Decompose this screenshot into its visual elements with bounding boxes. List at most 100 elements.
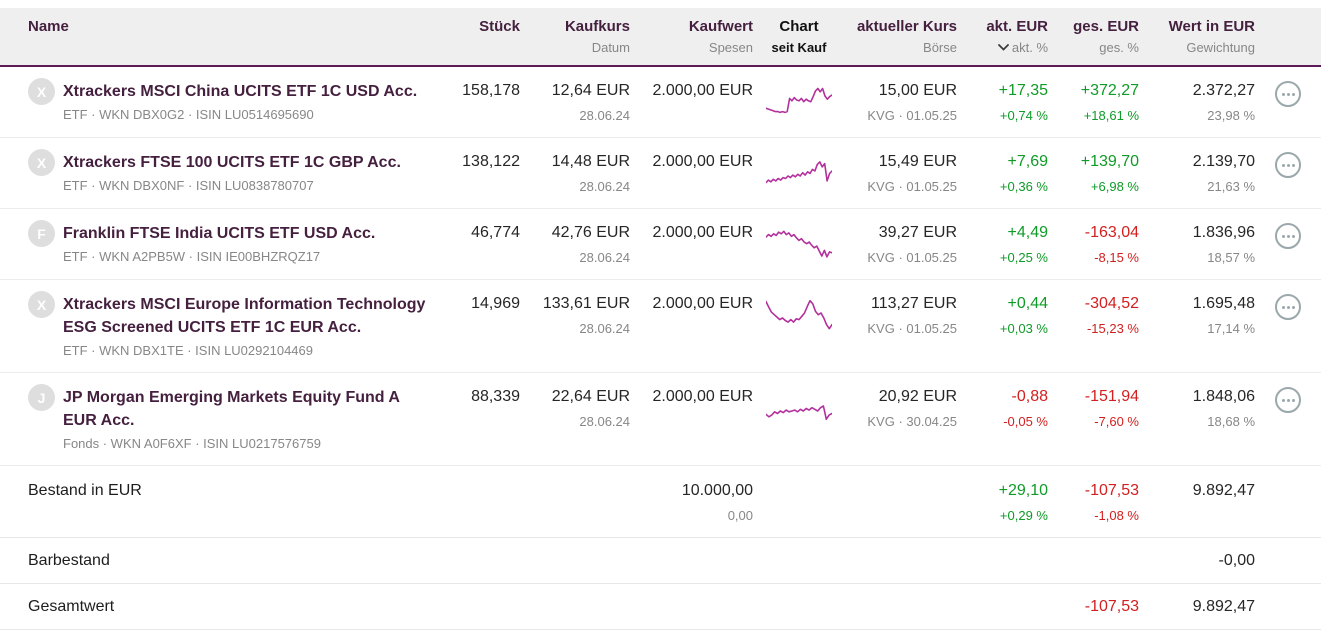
barbestand-wert: -0,00 [1218, 552, 1255, 569]
bestand-spesen: 0,00 [727, 508, 753, 523]
position-row[interactable]: J JP Morgan Emerging Markets Equity Fund… [0, 373, 1321, 466]
wert-value: 1.848,06 [1192, 388, 1255, 405]
ges-pct-value: +6,98 % [1090, 179, 1139, 194]
stueck-value: 158,178 [462, 82, 520, 99]
col-header-kaufwert[interactable]: Kaufwert Spesen [688, 18, 753, 55]
position-isin: ETF · WKN DBX0NF · ISIN LU0838780707 [63, 178, 314, 193]
col-header-ges-eur[interactable]: ges. EUR ges. % [1073, 18, 1139, 55]
position-row[interactable]: X Xtrackers MSCI Europe Information Tech… [0, 280, 1321, 373]
position-name[interactable]: JP Morgan Emerging Markets Equity Fund A… [63, 389, 400, 429]
row-menu-button[interactable] [1275, 223, 1301, 249]
akt-pct-value: -0,05 % [1003, 414, 1048, 429]
kaufkurs-value: 22,64 EUR [551, 388, 630, 405]
wert-value: 1.836,96 [1192, 224, 1255, 241]
col-name-label: Name [28, 18, 69, 35]
position-isin: ETF · WKN A2PB5W · ISIN IE00BHZRQZ17 [63, 249, 321, 264]
bestand-akt-pct: +0,29 % [999, 508, 1048, 523]
gewichtung-value: 21,63 % [1207, 179, 1255, 194]
position-name[interactable]: Franklin FTSE India UCITS ETF USD Acc. [63, 225, 376, 242]
summary-label: Gesamtwert [28, 598, 115, 615]
position-name[interactable]: Xtrackers MSCI Europe Information Techno… [63, 296, 426, 336]
akt-eur-value: +17,35 [998, 82, 1048, 99]
position-row[interactable]: X Xtrackers MSCI China UCITS ETF 1C USD … [0, 67, 1321, 138]
kaufkurs-value: 14,48 EUR [551, 153, 630, 170]
col-header-aktueller-kurs[interactable]: aktueller Kurs Börse [856, 18, 957, 55]
ges-pct-value: -7,60 % [1094, 414, 1139, 429]
wert-value: 2.372,27 [1192, 82, 1255, 99]
sparkline-chart [766, 161, 832, 184]
gewichtung-value: 18,68 % [1207, 414, 1255, 429]
sparkline-chart [766, 405, 832, 421]
position-isin: Fonds · WKN A0F6XF · ISIN LU0217576759 [63, 436, 321, 451]
kaufkurs-value: 133,61 EUR [542, 295, 630, 312]
summary-row-barbestand: Barbestand -0,00 [0, 538, 1321, 584]
ges-eur-value: +372,27 [1080, 82, 1139, 99]
boerse-info: KVG · 01.05.25 [867, 108, 957, 123]
position-row[interactable]: F Franklin FTSE India UCITS ETF USD Acc.… [0, 209, 1321, 280]
col-header-akt-eur[interactable]: akt. EUR akt. % [986, 18, 1048, 55]
col-stueck-label: Stück [479, 18, 520, 35]
boerse-info: KVG · 01.05.25 [867, 321, 957, 336]
summary-label: Barbestand [28, 552, 110, 569]
kaufkurs-value: 42,76 EUR [551, 224, 630, 241]
kaufwert-value: 2.000,00 EUR [652, 295, 753, 312]
position-name[interactable]: Xtrackers FTSE 100 UCITS ETF 1C GBP Acc. [63, 154, 401, 171]
kaufdatum: 28.06.24 [579, 108, 630, 123]
row-menu-button[interactable] [1275, 81, 1301, 107]
stueck-value: 46,774 [471, 224, 520, 241]
table-header: Name Stück Kaufkurs Datum Kaufwert Spese… [0, 8, 1321, 67]
kaufdatum: 28.06.24 [579, 250, 630, 265]
bestand-ges-pct: -1,08 % [1094, 508, 1139, 523]
wert-value: 1.695,48 [1192, 295, 1255, 312]
akt-pct-value: +0,74 % [999, 108, 1048, 123]
ellipsis-icon [1281, 234, 1285, 238]
gesamtwert-wert: 9.892,47 [1192, 598, 1255, 615]
gesamtwert-ges-eur: -107,53 [1084, 598, 1139, 615]
ges-pct-value: +18,61 % [1083, 108, 1139, 123]
boerse-info: KVG · 30.04.25 [867, 414, 957, 429]
kaufdatum: 28.06.24 [579, 179, 630, 194]
avatar: X [28, 149, 55, 176]
kaufwert-value: 2.000,00 EUR [652, 224, 753, 241]
ellipsis-icon [1281, 305, 1285, 309]
col-header-kaufkurs[interactable]: Kaufkurs Datum [564, 18, 630, 55]
kaufwert-value: 2.000,00 EUR [652, 388, 753, 405]
ges-eur-value: -304,52 [1084, 295, 1139, 312]
akt-eur-value: +7,69 [1007, 153, 1048, 170]
col-header-wert[interactable]: Wert in EUR Gewichtung [1168, 18, 1255, 55]
avatar: F [28, 220, 55, 247]
avatar: X [28, 78, 55, 105]
gewichtung-value: 17,14 % [1207, 321, 1255, 336]
position-isin: ETF · WKN DBX1TE · ISIN LU0292104469 [63, 343, 313, 358]
akt-eur-value: +4,49 [1007, 224, 1048, 241]
col-header-stueck[interactable]: Stück [430, 18, 520, 36]
kurs-value: 39,27 EUR [878, 224, 957, 241]
summary-row-bestand: Bestand in EUR 10.000,00 0,00 +29,10 +0,29… [0, 466, 1321, 538]
position-isin: ETF · WKN DBX0G2 · ISIN LU0514695690 [63, 107, 314, 122]
row-menu-button[interactable] [1275, 152, 1301, 178]
gewichtung-value: 18,57 % [1207, 250, 1255, 265]
portfolio-table: Name Stück Kaufkurs Datum Kaufwert Spese… [0, 8, 1321, 630]
position-name[interactable]: Xtrackers MSCI China UCITS ETF 1C USD Ac… [63, 83, 418, 100]
position-row[interactable]: X Xtrackers FTSE 100 UCITS ETF 1C GBP Ac… [0, 138, 1321, 209]
summary-row-gesamtwert: Gesamtwert -107,53 9.892,47 [0, 584, 1321, 630]
row-menu-button[interactable] [1275, 387, 1301, 413]
col-header-chart[interactable]: Chart seit Kauf [771, 18, 827, 55]
ges-eur-value: -163,04 [1084, 224, 1139, 241]
kurs-value: 113,27 EUR [871, 295, 957, 312]
ges-pct-value: -15,23 % [1086, 321, 1139, 336]
stueck-value: 138,122 [462, 153, 520, 170]
col-header-name[interactable]: Name [28, 18, 430, 36]
kurs-value: 20,92 EUR [878, 388, 957, 405]
chevron-down-icon [997, 44, 1009, 51]
row-menu-button[interactable] [1275, 294, 1301, 320]
bestand-akt-eur: +29,10 [998, 482, 1048, 499]
kaufwert-value: 2.000,00 EUR [652, 153, 753, 170]
ges-pct-value: -8,15 % [1094, 250, 1139, 265]
kaufdatum: 28.06.24 [579, 414, 630, 429]
ellipsis-icon [1281, 92, 1285, 96]
bestand-kaufwert: 10.000,00 [681, 482, 753, 499]
avatar: J [28, 384, 55, 411]
ges-eur-value: -151,94 [1084, 388, 1139, 405]
akt-pct-value: +0,25 % [999, 250, 1048, 265]
